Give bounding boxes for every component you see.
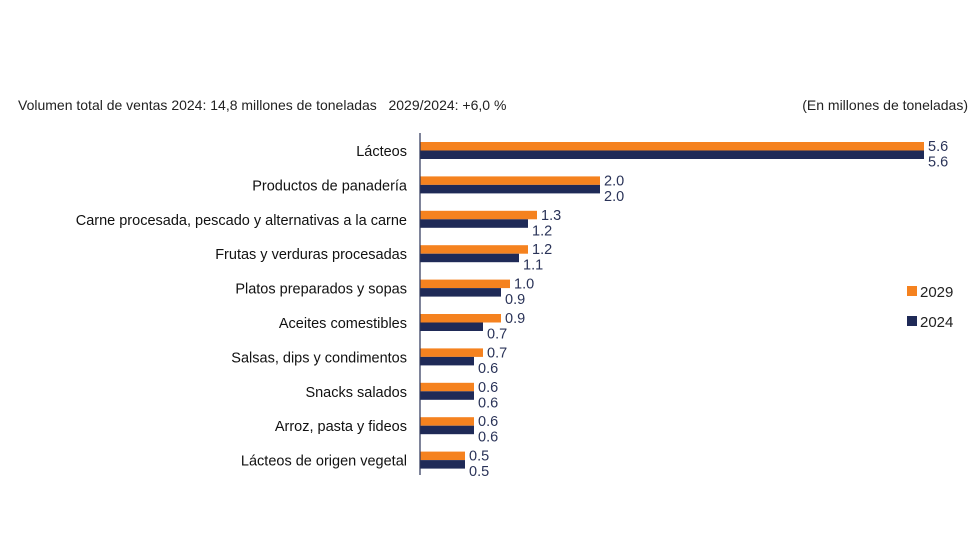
legend-swatch-2024: [907, 316, 917, 326]
unit-note: (En millones de toneladas): [802, 97, 968, 113]
data-label-2024: 0.7: [487, 327, 507, 343]
bar-2024: [420, 150, 924, 159]
bar-2024: [420, 322, 483, 331]
data-label-2024: 0.9: [505, 292, 525, 308]
category-label: Aceites comestibles: [279, 316, 407, 332]
bar-2029: [420, 314, 501, 323]
category-label: Carne procesada, pescado y alternativas …: [76, 213, 407, 229]
bar-2024: [420, 425, 474, 435]
category-label: Lácteos: [356, 144, 407, 160]
bar-2029: [420, 382, 474, 392]
bar-2024: [420, 253, 519, 263]
category-label: Arroz, pasta y fideos: [275, 419, 407, 435]
data-label-2024: 0.6: [478, 395, 498, 411]
bar-2029: [420, 142, 924, 151]
data-label-2024: 0.6: [478, 361, 498, 377]
bar-2029: [420, 279, 510, 289]
bar-2029: [420, 245, 528, 254]
category-label: Salsas, dips y condimentos: [231, 350, 407, 366]
data-label-2029: 0.6: [478, 414, 498, 430]
data-label-2029: 1.0: [514, 277, 534, 293]
data-label-2024: 0.6: [478, 430, 498, 446]
data-label-2029: 0.6: [478, 380, 498, 396]
legend-swatch-2029: [907, 286, 917, 296]
chart-title: Volumen total de ventas 2024: 14,8 millo…: [18, 97, 507, 113]
bar-2029: [420, 176, 600, 185]
data-label-2024: 2.0: [604, 189, 624, 205]
category-label: Snacks salados: [305, 385, 407, 401]
bar-2029: [420, 348, 483, 357]
bar-2024: [420, 219, 528, 228]
data-label-2029: 1.3: [541, 208, 561, 224]
data-label-2029: 0.7: [487, 345, 507, 361]
data-label-2024: 0.5: [469, 464, 489, 480]
data-label-2024: 1.1: [523, 258, 543, 274]
bar-2029: [420, 210, 537, 220]
bar-2024: [420, 460, 465, 469]
data-label-2029: 2.0: [604, 173, 624, 189]
bar-2024: [420, 288, 501, 297]
bar-2024: [420, 356, 474, 366]
bar-2029: [420, 417, 474, 426]
data-label-2029: 5.6: [928, 139, 948, 155]
category-label: Lácteos de origen vegetal: [241, 454, 407, 470]
data-label-2024: 5.6: [928, 155, 948, 171]
data-label-2029: 0.5: [469, 449, 489, 465]
legend-label: 2029: [920, 284, 953, 301]
bar-2029: [420, 451, 465, 461]
legend-label: 2024: [920, 314, 953, 331]
category-label: Platos preparados y sopas: [235, 282, 407, 298]
data-label-2024: 1.2: [532, 223, 552, 239]
bar-2024: [420, 391, 474, 400]
bar-2024: [420, 184, 600, 194]
data-label-2029: 1.2: [532, 242, 552, 258]
data-label-2029: 0.9: [505, 311, 525, 327]
category-label: Productos de panadería: [252, 178, 408, 194]
category-label: Frutas y verduras procesadas: [215, 247, 407, 263]
